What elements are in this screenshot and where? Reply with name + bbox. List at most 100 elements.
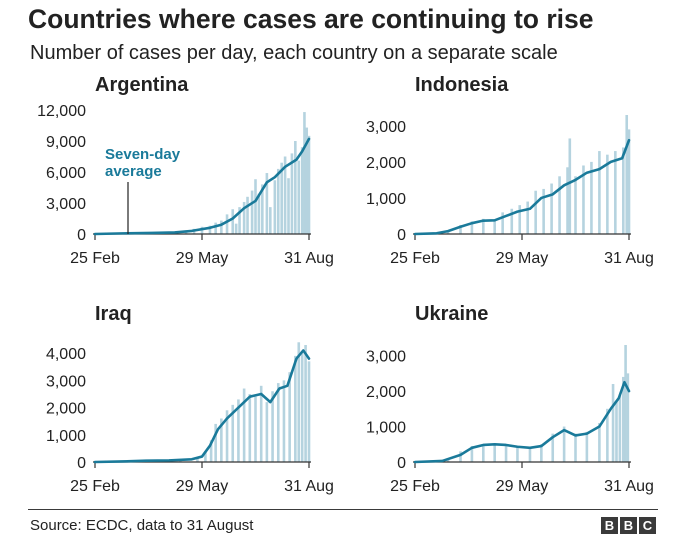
ukraine-seven-day-average-line [413, 380, 631, 464]
argentina-daily-bar [280, 162, 283, 234]
argentina-daily-bar [294, 141, 297, 234]
argentina-daily-bar [238, 207, 241, 234]
iraq-x-tick-label: 29 May [176, 478, 228, 495]
iraq-y-tick-label: 0 [77, 455, 86, 472]
argentina-daily-bar [300, 147, 304, 234]
indonesia-daily-bar [622, 147, 625, 234]
annotation-label: Seven-day [105, 146, 181, 163]
ukraine-daily-bar [562, 426, 566, 462]
ukraine-daily-bar [611, 384, 615, 462]
bbc-logo-letter: B [601, 517, 618, 534]
ukraine-y-tick-label: 3,000 [366, 349, 406, 366]
iraq-daily-bar [276, 383, 280, 462]
ukraine-daily-bar [618, 394, 622, 462]
iraq-daily-bar [288, 372, 291, 462]
indonesia-x-tick-label: 29 May [496, 250, 548, 267]
argentina-daily-bar [242, 201, 246, 234]
bbc-logo-letter: C [639, 517, 656, 534]
indonesia-daily-bar [550, 183, 553, 234]
indonesia-daily-bar [501, 212, 504, 234]
iraq-daily-bar [225, 410, 229, 462]
indonesia-daily-bar [558, 176, 561, 234]
iraq-x-tick-label: 25 Feb [70, 478, 120, 495]
argentina-daily-bar [287, 178, 290, 234]
iraq-x-tick-label: 31 Aug [284, 478, 334, 495]
panel-title-ukraine: Ukraine [415, 303, 489, 325]
ukraine-daily-bar [540, 444, 543, 462]
panel-title-argentina: Argentina [95, 74, 189, 96]
iraq-daily-bar [282, 380, 286, 462]
iraq-daily-bar [297, 342, 301, 462]
iraq-daily-bar [220, 418, 223, 462]
ukraine-x-tick-label: 29 May [496, 478, 548, 495]
argentina-daily-bar [254, 179, 257, 234]
iraq-daily-bar [248, 393, 252, 462]
indonesia-y-tick-label: 1,000 [366, 191, 406, 208]
iraq-daily-bar [271, 391, 274, 462]
indonesia-y-tick-label: 0 [397, 227, 406, 244]
indonesia-daily-bar [459, 224, 462, 234]
ukraine-daily-bar [516, 446, 519, 462]
iraq-y-tick-label: 2,000 [46, 401, 86, 418]
ukraine-daily-bar [459, 451, 462, 462]
ukraine-y-tick-label: 0 [397, 455, 406, 472]
ukraine-daily-bar [493, 443, 496, 462]
indonesia-daily-bar [614, 151, 617, 234]
footer-divider [28, 509, 658, 510]
argentina-daily-bar [269, 207, 272, 234]
argentina-daily-bar [261, 184, 264, 234]
iraq-daily-bar [237, 399, 240, 462]
iraq-daily-bar [304, 345, 307, 462]
indonesia-daily-bar [606, 154, 609, 234]
annotation-label: average [105, 163, 162, 180]
chart-subtitle: Number of cases per day, each country on… [30, 42, 558, 64]
ukraine-daily-bar [574, 433, 577, 462]
indonesia-daily-bar [493, 219, 496, 234]
argentina-daily-bar [283, 156, 287, 234]
ukraine-daily-bar [606, 408, 609, 462]
ukraine-daily-bar [528, 447, 532, 462]
argentina-daily-bar [214, 222, 217, 234]
ukraine-x-tick-label: 25 Feb [390, 478, 440, 495]
ukraine-daily-bar [470, 446, 474, 462]
iraq-daily-bar [196, 457, 199, 462]
indonesia-daily-bar [574, 176, 577, 234]
indonesia-daily-bar [510, 208, 514, 234]
bbc-logo: B B C [601, 517, 656, 534]
chart-title: Countries where cases are continuing to … [28, 4, 594, 34]
iraq-daily-bar [259, 385, 263, 462]
iraq-seven-day-average-line [93, 349, 311, 464]
iraq-daily-bar [204, 451, 207, 462]
argentina-y-tick-label: 6,000 [46, 165, 86, 182]
argentina-daily-bar [273, 180, 277, 234]
panel-title-iraq: Iraq [95, 303, 132, 325]
iraq-daily-bar [307, 361, 311, 462]
argentina-daily-bar [225, 214, 229, 234]
argentina-x-tick-label: 29 May [176, 250, 228, 267]
indonesia-daily-bar [470, 221, 474, 234]
argentina-daily-bar [305, 127, 309, 234]
argentina-daily-bar [208, 225, 212, 234]
indonesia-daily-bar [627, 129, 631, 234]
ukraine-daily-bar [551, 433, 555, 462]
ukraine-y-tick-label: 1,000 [366, 420, 406, 437]
argentina-daily-bar [307, 135, 311, 234]
ukraine-daily-bar [624, 345, 627, 462]
argentina-daily-bar [231, 209, 235, 234]
indonesia-daily-bar [625, 115, 629, 234]
ukraine-daily-bar [446, 459, 450, 462]
iraq-daily-bar [265, 402, 269, 462]
iraq-y-tick-label: 1,000 [46, 428, 86, 445]
indonesia-daily-bar [568, 138, 572, 234]
ukraine-daily-bar [482, 444, 485, 462]
ukraine-daily-bar [504, 444, 508, 462]
argentina-daily-bar [246, 196, 249, 234]
iraq-y-tick-label: 3,000 [46, 373, 86, 390]
indonesia-daily-bar [542, 188, 545, 234]
argentina-daily-bar [290, 153, 294, 234]
argentina-daily-bar [250, 190, 254, 234]
argentina-x-tick-label: 25 Feb [70, 250, 120, 267]
argentina-y-tick-label: 9,000 [46, 134, 86, 151]
indonesia-seven-day-average-line [413, 138, 631, 236]
